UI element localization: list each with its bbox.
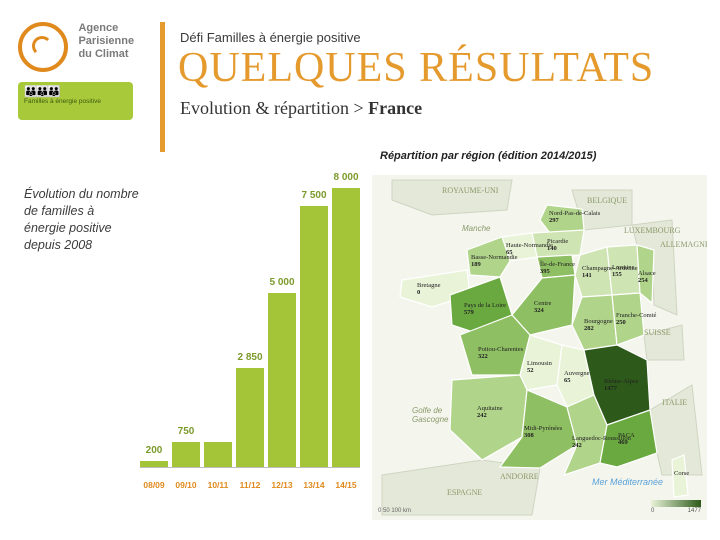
neighbor-label: ALLEMAGNE bbox=[660, 240, 707, 249]
x-label: 12/13 bbox=[268, 480, 296, 490]
legend-ticks: 0 1477 bbox=[651, 508, 701, 514]
agency-line2: Parisienne bbox=[78, 35, 134, 47]
bar-value: 750 bbox=[178, 426, 195, 437]
france-map: ROYAUME-UNI BELGIQUE LUXEMBOURG ALLEMAGNE SU… bbox=[372, 175, 707, 520]
bar-value: 200 bbox=[146, 445, 163, 456]
chart-side-label: Évolution du nombre de familles à énergi… bbox=[24, 186, 139, 254]
x-label: 08/09 bbox=[140, 480, 168, 490]
x-label: 13/14 bbox=[300, 480, 328, 490]
bar: 8 000 bbox=[332, 188, 360, 468]
neighbor-label: ROYAUME-UNI bbox=[442, 186, 499, 195]
map-legend: 0 1477 bbox=[651, 500, 701, 514]
subtitle-bold: France bbox=[368, 98, 422, 118]
map-scale: 0 50 100 km bbox=[378, 508, 411, 514]
bar: 750 bbox=[172, 442, 200, 468]
page-subtitle: Evolution & répartition > France bbox=[180, 98, 422, 119]
bar-value: 8 000 bbox=[333, 172, 358, 183]
badge-text: Familles à énergie positive bbox=[24, 98, 101, 105]
bar-value: 2 850 bbox=[237, 352, 262, 363]
legend-gradient bbox=[651, 500, 701, 507]
x-label: 11/12 bbox=[236, 480, 264, 490]
neighbor-label: ANDORRE bbox=[500, 472, 539, 481]
x-label: 10/11 bbox=[204, 480, 232, 490]
x-label: 09/10 bbox=[172, 480, 200, 490]
chart-x-labels: 08/09 09/10 10/11 11/12 12/13 13/14 14/15 bbox=[140, 480, 360, 490]
neighbor-label: LUXEMBOURG bbox=[624, 226, 681, 235]
bar-chart: 2007502 8505 0007 5008 000 08/0909/1010/… bbox=[140, 180, 360, 490]
page-title: QUELQUES RÉSULTATS bbox=[178, 44, 654, 92]
neighbor-label: SUISSE bbox=[644, 328, 671, 337]
bar: 2 850 bbox=[236, 368, 264, 468]
agency-line3: du Climat bbox=[78, 48, 128, 60]
subtitle-pre: Evolution & répartition > bbox=[180, 98, 368, 118]
neighbor-label: ESPAGNE bbox=[447, 488, 482, 497]
map-caption: Répartition par région (édition 2014/201… bbox=[380, 150, 596, 163]
neighbor-label: ITALIE bbox=[662, 398, 687, 407]
orange-divider bbox=[160, 22, 165, 152]
neighbor-label: BELGIQUE bbox=[587, 196, 627, 205]
page: Agence Parisienne du Climat 👪👪👪 Familles… bbox=[0, 0, 720, 540]
bar bbox=[204, 442, 232, 468]
legend-min: 0 bbox=[651, 508, 654, 514]
x-label: 14/15 bbox=[332, 480, 360, 490]
sea-label: Gascogne bbox=[412, 415, 449, 424]
region-champagne-ardenne bbox=[575, 247, 612, 297]
agency-name: Agence Parisienne du Climat bbox=[78, 22, 134, 62]
bar-value: 5 000 bbox=[269, 277, 294, 288]
agency-line1: Agence bbox=[78, 22, 118, 34]
people-icon: 👪👪👪 bbox=[24, 86, 127, 98]
region-label: Corse bbox=[674, 470, 689, 477]
sea-label: Manche bbox=[462, 224, 491, 233]
program-badge: 👪👪👪 Familles à énergie positive bbox=[18, 82, 133, 120]
logo-swirl-icon bbox=[18, 22, 68, 72]
legend-max: 1477 bbox=[688, 508, 701, 514]
chart-x-axis bbox=[140, 467, 360, 468]
map-svg: ROYAUME-UNI BELGIQUE LUXEMBOURG ALLEMAGNE SU… bbox=[372, 175, 707, 520]
bar: 7 500 bbox=[300, 206, 328, 469]
sea-label: Golfe de bbox=[412, 406, 443, 415]
bar: 5 000 bbox=[268, 293, 296, 468]
bar-value: 7 500 bbox=[301, 190, 326, 201]
agency-logo-block: Agence Parisienne du Climat 👪👪👪 Familles… bbox=[18, 22, 148, 120]
sea-label: Mer Méditerranée bbox=[592, 477, 663, 487]
overline: Défi Familles à énergie positive bbox=[180, 30, 361, 45]
chart-bars: 2007502 8505 0007 5008 000 bbox=[140, 188, 360, 468]
